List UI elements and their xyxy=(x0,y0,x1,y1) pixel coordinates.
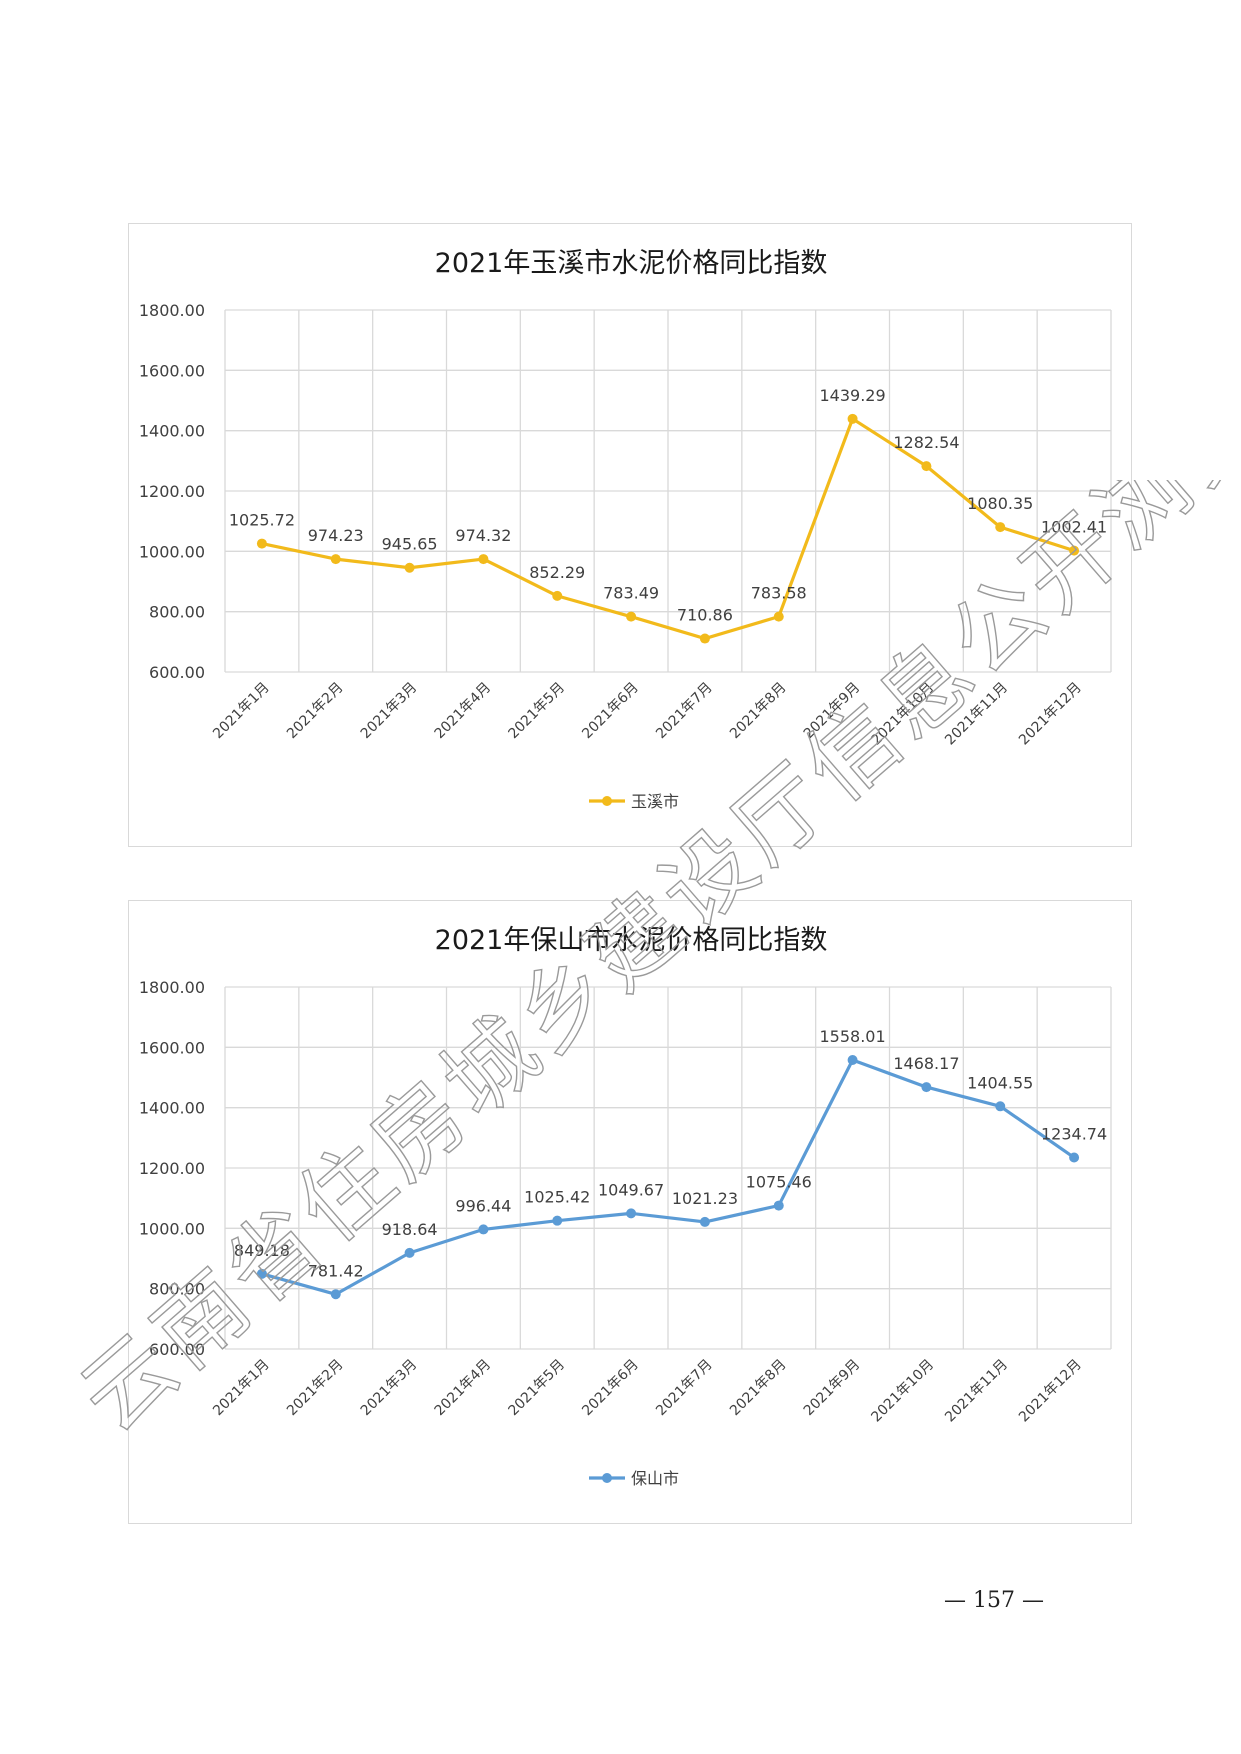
legend-label: 保山市 xyxy=(631,1469,679,1488)
data-label: 783.49 xyxy=(603,584,659,603)
y-tick-label: 1200.00 xyxy=(139,1159,205,1178)
y-tick-label: 600.00 xyxy=(149,1340,205,1359)
data-point xyxy=(626,611,637,622)
legend-swatch-marker xyxy=(602,796,612,806)
data-label: 1234.74 xyxy=(1041,1125,1107,1144)
data-label: 710.86 xyxy=(677,606,733,625)
x-tick-label: 2021年11月 xyxy=(942,680,1011,749)
data-point xyxy=(330,1289,341,1300)
y-tick-label: 1200.00 xyxy=(139,482,205,501)
data-point xyxy=(404,1247,415,1258)
chart-baoshan: 2021年保山市水泥价格同比指数 600.00 800.00 1000.00 1200.… xyxy=(128,900,1132,1524)
legend-swatch-marker xyxy=(602,1473,612,1483)
data-point xyxy=(699,633,710,644)
y-tick-label: 1400.00 xyxy=(139,422,205,441)
y-tick-label: 1800.00 xyxy=(139,978,205,997)
data-point xyxy=(921,1082,932,1093)
data-point xyxy=(404,562,415,573)
y-tick-label: 1000.00 xyxy=(139,1219,205,1238)
y-tick-label: 1800.00 xyxy=(139,301,205,320)
chart-title: 2021年玉溪市水泥价格同比指数 xyxy=(435,248,828,279)
data-point xyxy=(552,1215,563,1226)
data-point xyxy=(847,413,858,424)
x-tick-label: 2021年7月 xyxy=(653,1357,716,1420)
data-label: 996.44 xyxy=(455,1196,511,1215)
chart-yuxi-svg: 2021年玉溪市水泥价格同比指数 600.00 800.00 1000.00 1200.… xyxy=(139,248,1112,811)
data-label: 1404.55 xyxy=(967,1073,1033,1092)
x-tick-label: 2021年5月 xyxy=(505,680,568,743)
x-tick-label: 2021年5月 xyxy=(505,1357,568,1420)
data-point xyxy=(478,554,489,565)
data-label: 1075.46 xyxy=(746,1173,812,1192)
series-line xyxy=(261,417,1075,641)
data-label: 1025.72 xyxy=(229,511,295,530)
x-tick-label: 2021年10月 xyxy=(868,1357,937,1426)
x-tick-label: 2021年1月 xyxy=(210,1357,273,1420)
data-label: 1080.35 xyxy=(967,494,1033,513)
data-label: 918.64 xyxy=(382,1220,438,1239)
data-label: 852.29 xyxy=(529,563,585,582)
x-tick-label: 2021年7月 xyxy=(653,680,716,743)
x-tick-label: 2021年2月 xyxy=(284,1357,347,1420)
legend-label: 玉溪市 xyxy=(631,792,679,811)
data-point xyxy=(1069,1152,1080,1163)
x-tick-label: 2021年9月 xyxy=(801,1357,864,1420)
x-tick-label: 2021年6月 xyxy=(579,1357,642,1420)
data-label: 1049.67 xyxy=(598,1180,664,1199)
data-point xyxy=(552,590,563,601)
series-line xyxy=(261,1058,1075,1296)
data-point xyxy=(256,538,267,549)
data-label: 1021.23 xyxy=(672,1189,738,1208)
data-label: 849.18 xyxy=(234,1241,290,1260)
x-tick-label: 2021年4月 xyxy=(432,680,495,743)
data-point xyxy=(995,1101,1006,1112)
y-tick-label: 1600.00 xyxy=(139,1038,205,1057)
x-tick-label: 2021年11月 xyxy=(942,1357,1011,1426)
data-point xyxy=(921,461,932,472)
chart-title: 2021年保山市水泥价格同比指数 xyxy=(435,925,828,956)
x-tick-label: 2021年2月 xyxy=(284,680,347,743)
chart-yuxi: 2021年玉溪市水泥价格同比指数 600.00 800.00 1000.00 1200.… xyxy=(128,223,1132,847)
data-label: 945.65 xyxy=(382,535,438,554)
data-label: 1439.29 xyxy=(819,386,885,405)
y-tick-label: 600.00 xyxy=(149,663,205,682)
data-point xyxy=(773,1200,784,1211)
x-tick-label: 2021年8月 xyxy=(727,1357,790,1420)
data-label: 781.42 xyxy=(308,1261,364,1280)
data-label: 1282.54 xyxy=(893,433,959,452)
chart-baoshan-svg: 2021年保山市水泥价格同比指数 600.00 800.00 1000.00 1200.… xyxy=(139,925,1112,1488)
x-tick-label: 2021年10月 xyxy=(868,680,937,749)
data-point xyxy=(773,611,784,622)
y-tick-label: 1400.00 xyxy=(139,1099,205,1118)
x-tick-label: 2021年6月 xyxy=(579,680,642,743)
x-tick-label: 2021年8月 xyxy=(727,680,790,743)
y-tick-label: 800.00 xyxy=(149,1280,205,1299)
x-tick-label: 2021年3月 xyxy=(358,680,421,743)
data-label: 1558.01 xyxy=(819,1027,885,1046)
data-label: 974.23 xyxy=(308,526,364,545)
data-label: 783.58 xyxy=(751,584,807,603)
x-tick-label: 2021年1月 xyxy=(210,680,273,743)
data-point xyxy=(847,1055,858,1066)
data-label: 974.32 xyxy=(455,526,511,545)
data-point xyxy=(699,1216,710,1227)
x-tick-label: 2021年12月 xyxy=(1016,1357,1085,1426)
data-point xyxy=(256,1268,267,1279)
data-point xyxy=(626,1208,637,1219)
page-number: — 157 — xyxy=(944,1588,1044,1613)
x-tick-label: 2021年12月 xyxy=(1016,680,1085,749)
data-point xyxy=(995,522,1006,533)
x-tick-label: 2021年4月 xyxy=(432,1357,495,1420)
data-label: 1002.41 xyxy=(1041,518,1107,537)
data-label: 1025.42 xyxy=(524,1188,590,1207)
y-tick-label: 1600.00 xyxy=(139,361,205,380)
x-tick-label: 2021年9月 xyxy=(801,680,864,743)
y-tick-label: 800.00 xyxy=(149,603,205,622)
x-tick-label: 2021年3月 xyxy=(358,1357,421,1420)
data-point xyxy=(478,1224,489,1235)
data-point xyxy=(1069,545,1080,556)
data-label: 1468.17 xyxy=(893,1054,959,1073)
y-tick-label: 1000.00 xyxy=(139,542,205,561)
data-point xyxy=(330,554,341,565)
